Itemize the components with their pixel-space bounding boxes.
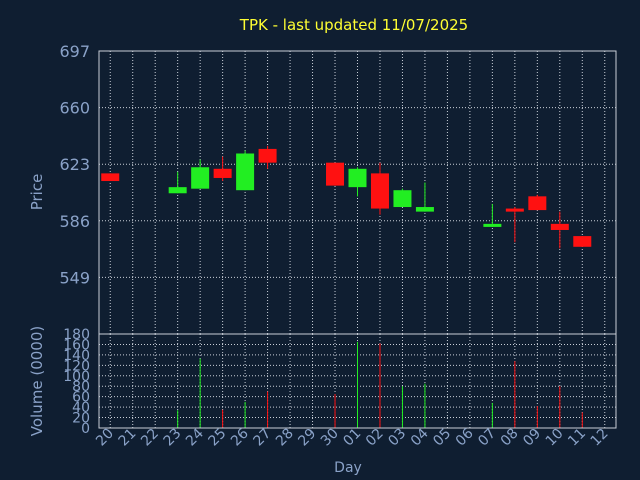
- candle: [393, 188, 412, 208]
- candle-body: [483, 223, 502, 227]
- candle-body: [370, 173, 389, 209]
- volume-tick-label: 80: [72, 379, 90, 395]
- candle-body: [393, 190, 412, 208]
- candle-body: [550, 223, 569, 230]
- volume-axis-label: Volume (0000): [28, 326, 46, 436]
- price-tick-label: 549: [59, 268, 90, 287]
- volume-tick-label: 20: [72, 411, 90, 427]
- price-tick-label: 660: [59, 99, 90, 118]
- price-tick-label: 586: [59, 212, 90, 231]
- day-tick-label: 30: [318, 426, 342, 450]
- candles: [101, 145, 592, 249]
- candle: [348, 167, 367, 197]
- price-y-axis: 549 586 623 660 697: [59, 42, 90, 287]
- candle: [483, 203, 502, 227]
- price-tick-label: 623: [59, 155, 90, 174]
- day-tick-label: 27: [250, 426, 274, 450]
- candle: [213, 156, 232, 182]
- day-tick-label: 20: [93, 426, 117, 450]
- candle-body: [168, 187, 187, 194]
- day-tick-label: 12: [588, 426, 612, 450]
- candle-body: [505, 208, 524, 212]
- day-tick-label: 26: [228, 425, 252, 449]
- volume-tick-label: 60: [72, 390, 90, 406]
- volume-tick-label: 140: [63, 348, 90, 364]
- day-tick-label: 22: [138, 426, 162, 450]
- candle-body: [573, 236, 592, 247]
- candle-body: [213, 168, 232, 178]
- volume-tick-label: 100: [63, 369, 90, 385]
- day-tick-label: 01: [340, 426, 364, 450]
- candle: [326, 162, 345, 186]
- price-tick-label: 697: [59, 42, 90, 61]
- x-axis-label: Day: [334, 460, 362, 476]
- candle: [573, 236, 592, 247]
- day-tick-label: 04: [408, 425, 432, 449]
- day-tick-label: 05: [430, 426, 454, 450]
- chart-title: TPK - last updated 11/07/2025: [239, 16, 468, 34]
- candle: [191, 159, 210, 189]
- volume-bars: [177, 341, 583, 428]
- day-tick-label: 24: [183, 425, 207, 449]
- day-tick-label: 28: [273, 426, 297, 450]
- day-tick-label: 08: [498, 426, 522, 450]
- volume-tick-label: 160: [63, 337, 90, 353]
- volume-tick-label: 180: [63, 327, 90, 343]
- candle-body: [258, 148, 277, 163]
- candle-body: [415, 207, 434, 212]
- day-tick-label: 21: [116, 426, 140, 450]
- price-panel: 549 586 623 660 697 Price: [28, 42, 617, 335]
- candle: [168, 171, 187, 194]
- volume-frame: [98, 333, 617, 429]
- day-tick-label: 02: [363, 426, 387, 450]
- candle: [370, 162, 389, 215]
- candle-body: [191, 167, 210, 189]
- day-tick-label: 10: [543, 426, 567, 450]
- volume-tick-label: 0: [81, 421, 90, 437]
- candle: [415, 182, 434, 212]
- day-tick-label: 06: [453, 425, 477, 449]
- candle-body: [236, 153, 255, 191]
- candle-body: [528, 196, 547, 211]
- volume-tick-label: 40: [72, 400, 90, 416]
- day-tick-label: 03: [385, 426, 409, 450]
- candle: [101, 173, 120, 182]
- volume-tick-label: 120: [63, 358, 90, 374]
- x-axis-days: 2021222324252627282930010203040506070809…: [93, 425, 611, 449]
- price-axis-label: Price: [28, 174, 46, 211]
- candle: [505, 207, 524, 243]
- day-tick-label: 23: [161, 426, 185, 450]
- day-tick-label: 09: [520, 426, 544, 450]
- candle: [258, 145, 277, 169]
- candle: [236, 150, 255, 191]
- candle: [550, 211, 569, 249]
- candle-body: [326, 162, 345, 186]
- day-tick-label: 11: [565, 426, 589, 450]
- day-tick-label: 07: [475, 426, 499, 450]
- day-tick-label: 25: [206, 426, 230, 450]
- candle-body: [101, 173, 120, 182]
- day-tick-label: 29: [295, 426, 319, 450]
- candle: [528, 194, 547, 211]
- candle-body: [348, 168, 367, 188]
